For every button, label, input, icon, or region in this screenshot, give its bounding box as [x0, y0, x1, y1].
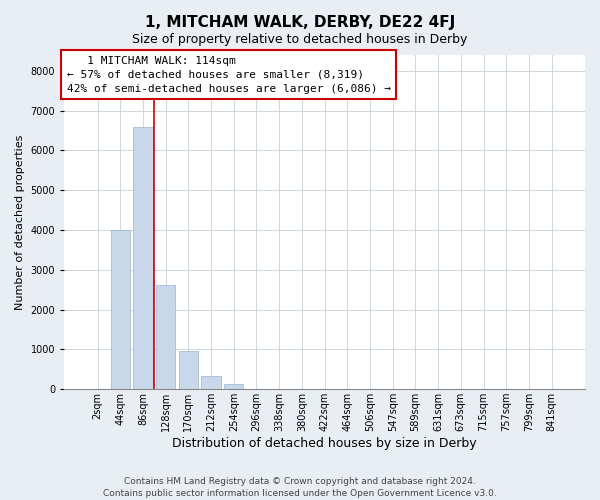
Y-axis label: Number of detached properties: Number of detached properties — [15, 134, 25, 310]
Text: Contains HM Land Registry data © Crown copyright and database right 2024.
Contai: Contains HM Land Registry data © Crown c… — [103, 476, 497, 498]
Bar — [202, 376, 221, 389]
Bar — [156, 285, 175, 389]
X-axis label: Distribution of detached houses by size in Derby: Distribution of detached houses by size … — [172, 437, 477, 450]
Text: 1, MITCHAM WALK, DERBY, DE22 4FJ: 1, MITCHAM WALK, DERBY, DE22 4FJ — [145, 15, 455, 30]
Bar — [224, 384, 244, 389]
Text: Size of property relative to detached houses in Derby: Size of property relative to detached ho… — [133, 32, 467, 46]
Bar — [179, 351, 198, 389]
Text: 1 MITCHAM WALK: 114sqm
← 57% of detached houses are smaller (8,319)
42% of semi-: 1 MITCHAM WALK: 114sqm ← 57% of detached… — [67, 56, 391, 94]
Bar — [133, 126, 152, 389]
Bar — [110, 230, 130, 389]
